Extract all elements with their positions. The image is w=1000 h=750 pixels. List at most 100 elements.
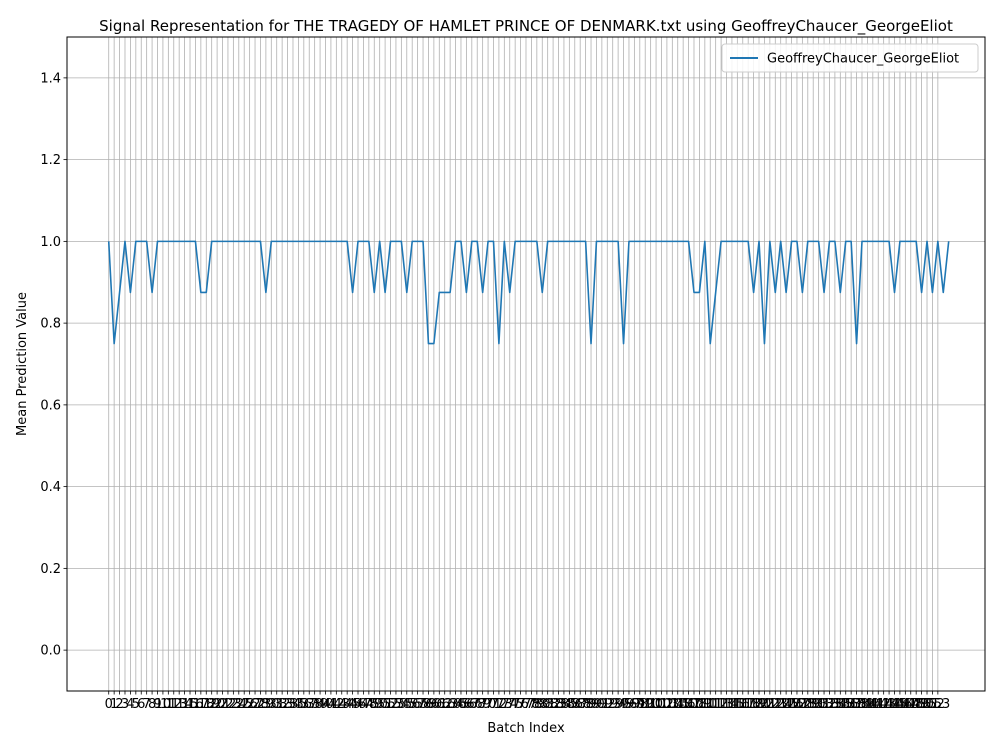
x-tick-label: 1 (110, 697, 118, 712)
x-tick-label: 93 (604, 697, 621, 712)
x-tick-label: 121 (752, 697, 777, 712)
x-tick-label: 33 (279, 697, 296, 712)
x-tick-label: 5 (132, 697, 140, 712)
x-tick-label: 74 (501, 697, 518, 712)
x-tick-label: 97 (626, 697, 643, 712)
x-tick-label: 145 (882, 697, 907, 712)
x-tick-label: 109 (687, 697, 712, 712)
x-tick-label: 147 (893, 697, 918, 712)
x-tick-label: 64 (447, 697, 464, 712)
x-tick-label: 23 (225, 697, 242, 712)
x-tick-label: 6 (137, 697, 145, 712)
x-tick-label: 137 (839, 697, 864, 712)
x-tick-label: 89 (583, 697, 600, 712)
y-tick-label: 1.2 (40, 153, 61, 168)
x-tick-label: 41 (323, 697, 340, 712)
x-tick-label: 133 (817, 697, 842, 712)
x-tick-label: 40 (317, 697, 334, 712)
x-tick-label: 149 (904, 697, 929, 712)
x-tick-label: 105 (665, 697, 690, 712)
series-layer (107, 240, 950, 345)
x-tick-label: 82 (545, 697, 562, 712)
x-tick-label: 84 (556, 697, 573, 712)
x-tick-label: 86 (566, 697, 583, 712)
x-tick-label: 70 (480, 697, 497, 712)
x-tick-label: 151 (915, 697, 940, 712)
x-tick-label: 98 (632, 697, 649, 712)
x-tick-label: 110 (692, 697, 717, 712)
x-tick-label: 80 (534, 697, 551, 712)
x-tick-label: 139 (850, 697, 875, 712)
x-tick-label: 11 (160, 697, 177, 712)
x-tick-label: 56 (404, 697, 421, 712)
x-tick-label: 103 (654, 697, 679, 712)
x-tick-label: 142 (866, 697, 891, 712)
x-tick-label: 10 (155, 697, 172, 712)
x-tick-label: 43 (333, 697, 350, 712)
x-tick-label: 65 (453, 697, 470, 712)
x-tick-label: 153 (925, 697, 950, 712)
x-tick-label: 8 (148, 697, 156, 712)
x-tick-label: 32 (274, 697, 291, 712)
x-tick-label: 38 (306, 697, 323, 712)
x-tick-label: 81 (539, 697, 556, 712)
x-tick-label: 126 (779, 697, 804, 712)
x-tick-label: 127 (785, 697, 810, 712)
x-tick-label: 58 (415, 697, 432, 712)
x-tick-label: 128 (790, 697, 815, 712)
x-tick-label: 138 (844, 697, 869, 712)
x-tick-label: 54 (393, 697, 410, 712)
x-tick-label: 136 (833, 697, 858, 712)
y-tick-label: 0.8 (40, 317, 61, 332)
x-tick-label: 37 (301, 697, 318, 712)
x-tick-label: 112 (703, 697, 728, 712)
x-tick-label: 146 (888, 697, 913, 712)
x-tick-label: 19 (203, 697, 220, 712)
x-tick-label: 13 (171, 697, 188, 712)
x-tick-label: 14 (176, 697, 193, 712)
y-axis-label: Mean Prediction Value (15, 292, 30, 436)
x-tick-label: 57 (409, 697, 426, 712)
x-tick-label: 118 (736, 697, 761, 712)
x-tick-label: 106 (671, 697, 696, 712)
x-tick-label: 27 (247, 697, 264, 712)
x-tick-label: 62 (436, 697, 453, 712)
x-tick-label: 85 (561, 697, 578, 712)
x-tick-label: 130 (801, 697, 826, 712)
x-tick-label: 122 (757, 697, 782, 712)
x-tick-label: 114 (714, 697, 739, 712)
x-tick-label: 15 (182, 697, 199, 712)
x-tick-label: 124 (768, 697, 793, 712)
x-tick-label: 12 (165, 697, 182, 712)
x-tick-label: 140 (855, 697, 880, 712)
legend-box (721, 43, 979, 73)
x-tick-label: 7 (143, 697, 151, 712)
x-tick-label: 25 (236, 697, 253, 712)
x-tick-label: 66 (458, 697, 475, 712)
y-tick-label: 0.6 (40, 398, 61, 413)
x-axis-ticks: 0123456789101112131415161718192021222324… (105, 691, 950, 712)
x-tick-label: 72 (491, 697, 508, 712)
x-tick-label: 102 (649, 697, 674, 712)
x-tick-label: 108 (682, 697, 707, 712)
x-tick-label: 120 (747, 697, 772, 712)
x-tick-label: 39 (312, 697, 329, 712)
x-tick-label: 21 (214, 697, 231, 712)
x-tick-label: 52 (382, 697, 399, 712)
x-tick-label: 131 (806, 697, 831, 712)
x-tick-label: 123 (763, 697, 788, 712)
x-tick-label: 36 (296, 697, 313, 712)
x-tick-label: 61 (431, 697, 448, 712)
x-tick-label: 31 (268, 697, 285, 712)
y-tick-label: 0.2 (40, 562, 61, 577)
x-tick-label: 119 (741, 697, 766, 712)
x-tick-label: 18 (198, 697, 215, 712)
x-tick-label: 60 (426, 697, 443, 712)
x-tick-label: 34 (285, 697, 302, 712)
y-tick-label: 0.0 (40, 644, 61, 659)
y-axis-ticks: 0.0 0.2 0.4 0.6 0.8 1.0 1.2 1.4 (40, 71, 67, 659)
x-tick-label: 141 (860, 697, 885, 712)
x-tick-label: 26 (241, 697, 258, 712)
x-tick-label: 55 (399, 697, 416, 712)
